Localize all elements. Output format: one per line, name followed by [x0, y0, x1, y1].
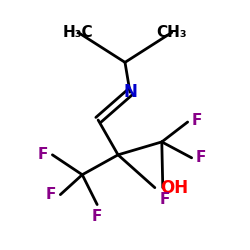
Text: F: F [196, 150, 206, 165]
Text: H₃C: H₃C [63, 25, 94, 40]
Text: F: F [46, 187, 56, 202]
Text: F: F [38, 147, 48, 162]
Text: F: F [192, 112, 202, 128]
Text: OH: OH [160, 179, 188, 197]
Text: CH₃: CH₃ [156, 25, 187, 40]
Text: F: F [92, 208, 102, 224]
Text: F: F [160, 192, 170, 207]
Text: N: N [123, 83, 137, 101]
